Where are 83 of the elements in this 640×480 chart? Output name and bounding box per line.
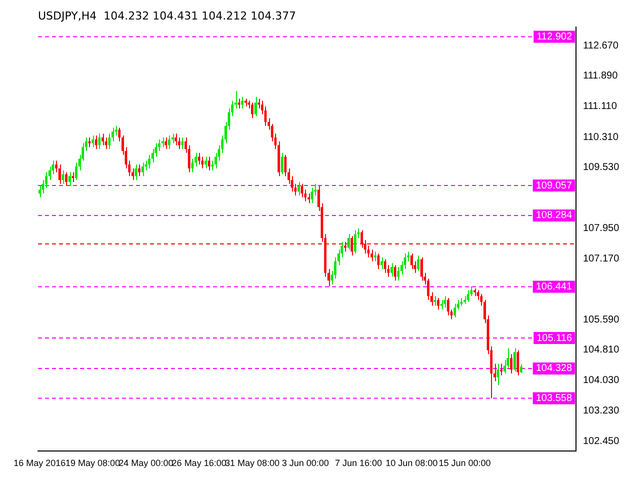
candlestick	[98, 133, 101, 150]
candlestick	[354, 230, 356, 254]
candlestick	[380, 256, 383, 270]
candlestick	[390, 262, 393, 278]
candlestick	[466, 290, 470, 302]
ref-line-label: 103.558	[536, 393, 572, 404]
candlestick	[377, 253, 380, 270]
candlestick	[417, 254, 420, 272]
x-tick-label: 7 Jun 16:00	[334, 458, 382, 468]
candlestick	[446, 298, 450, 316]
candlestick	[370, 249, 373, 262]
y-tick-label: 105.590	[583, 314, 620, 326]
candlestick	[104, 136, 108, 150]
candlestick	[38, 185, 41, 198]
candlestick	[58, 164, 61, 184]
y-tick-label: 112.670	[583, 40, 619, 52]
candlestick	[138, 164, 140, 177]
candlestick	[298, 181, 300, 196]
candlestick	[374, 251, 376, 262]
candlestick	[510, 354, 512, 374]
y-tick-label: 103.230	[583, 406, 620, 417]
candlestick	[204, 156, 207, 169]
candlestick	[280, 152, 284, 175]
x-tick-label: 10 Jun 08:00	[386, 458, 438, 468]
candlestick	[397, 266, 400, 282]
candlestick	[141, 162, 144, 177]
candlestick	[191, 158, 194, 173]
candlestick	[178, 136, 180, 150]
ref-line-label: 112.902	[536, 32, 572, 43]
candlestick	[500, 363, 502, 376]
candlestick	[444, 296, 446, 308]
candlestick	[436, 298, 440, 310]
candlestick	[258, 98, 260, 109]
candlestick	[516, 350, 520, 376]
candlestick	[94, 135, 98, 150]
candlestick	[92, 135, 94, 148]
candlestick	[410, 253, 413, 270]
y-tick-label: 104.810	[583, 344, 620, 356]
candlestick	[102, 133, 104, 146]
x-tick-label: 3 Jun 00:00	[282, 458, 329, 468]
candlestick	[108, 133, 111, 150]
y-tick-label: 107.950	[583, 223, 620, 234]
y-tick-label: 102.450	[583, 436, 620, 447]
x-tick-label: 26 May 16:00	[172, 458, 226, 468]
ref-line-label: 105.116	[536, 332, 572, 344]
candlestick	[503, 359, 506, 374]
ref-line-label: 108.284	[536, 210, 572, 222]
y-tick-label: 107.170	[583, 253, 620, 264]
candlestick	[201, 156, 204, 169]
x-tick-label: 31 May 08:00	[224, 458, 280, 468]
y-tick-label: 111.110	[583, 100, 618, 112]
candlestick	[251, 102, 254, 119]
y-tick-label: 110.310	[583, 132, 619, 143]
x-tick-label: 19 May 08:00	[66, 458, 120, 468]
ref-line-label: 109.057	[536, 180, 572, 192]
candlestick	[164, 136, 168, 150]
candlestick	[168, 135, 170, 150]
y-tick-label: 111.890	[583, 70, 618, 82]
candlestick	[284, 154, 287, 177]
x-tick-label: 16 May 2016	[14, 458, 66, 468]
candlestick	[198, 152, 200, 166]
candlestick	[420, 256, 423, 282]
candlestick	[74, 162, 78, 181]
candlestick	[513, 348, 516, 372]
candlestick	[65, 172, 68, 186]
candlestick	[241, 96, 244, 109]
ref-line-label: 106.441	[536, 281, 572, 292]
y-tick-label: 109.530	[583, 162, 620, 173]
candlestick	[62, 170, 64, 184]
candlestick	[434, 296, 436, 306]
candlestick	[238, 98, 240, 109]
candlestick	[72, 172, 74, 182]
ref-line-label: 104.328	[536, 363, 572, 374]
candlestick	[148, 154, 150, 169]
x-tick-label: 24 May 00:00	[118, 458, 174, 468]
candlestick	[174, 133, 178, 146]
candlestick	[307, 193, 310, 204]
candlestick	[211, 160, 214, 171]
candlestick	[214, 152, 217, 169]
chart-title: USDJPY,H4 104.232 104.431 104.212 104.377	[38, 9, 296, 22]
y-tick-label: 104.030	[583, 374, 620, 386]
x-tick-label: 15 Jun 00:00	[438, 458, 491, 468]
candlestick	[454, 303, 456, 318]
